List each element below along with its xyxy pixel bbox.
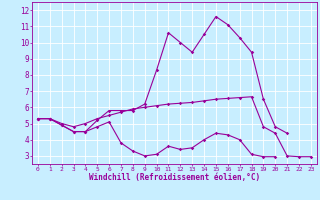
X-axis label: Windchill (Refroidissement éolien,°C): Windchill (Refroidissement éolien,°C) (89, 173, 260, 182)
